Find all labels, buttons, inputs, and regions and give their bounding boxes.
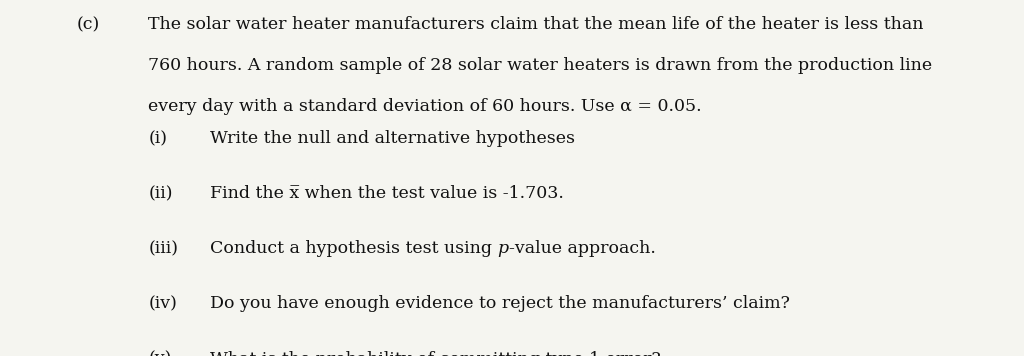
Text: p: p [498, 240, 509, 257]
Text: (ii): (ii) [148, 185, 173, 202]
Text: (c): (c) [77, 16, 100, 33]
Text: The solar water heater manufacturers claim that the mean life of the heater is l: The solar water heater manufacturers cla… [148, 16, 924, 33]
Text: Write the null and alternative hypotheses: Write the null and alternative hypothese… [210, 130, 574, 147]
Text: 760 hours. A random sample of 28 solar water heaters is drawn from the productio: 760 hours. A random sample of 28 solar w… [148, 57, 933, 74]
Text: every day with a standard deviation of 60 hours. Use α = 0.05.: every day with a standard deviation of 6… [148, 98, 702, 115]
Text: Do you have enough evidence to reject the manufacturers’ claim?: Do you have enough evidence to reject th… [210, 295, 790, 313]
Text: (iii): (iii) [148, 240, 178, 257]
Text: Find the x̅ when the test value is -1.703.: Find the x̅ when the test value is -1.70… [210, 185, 564, 202]
Text: (i): (i) [148, 130, 168, 147]
Text: (v): (v) [148, 351, 172, 356]
Text: (iv): (iv) [148, 295, 177, 313]
Text: Conduct a hypothesis test using: Conduct a hypothesis test using [210, 240, 498, 257]
Text: What is the probability of committing type 1 error?: What is the probability of committing ty… [210, 351, 660, 356]
Text: -value approach.: -value approach. [509, 240, 655, 257]
